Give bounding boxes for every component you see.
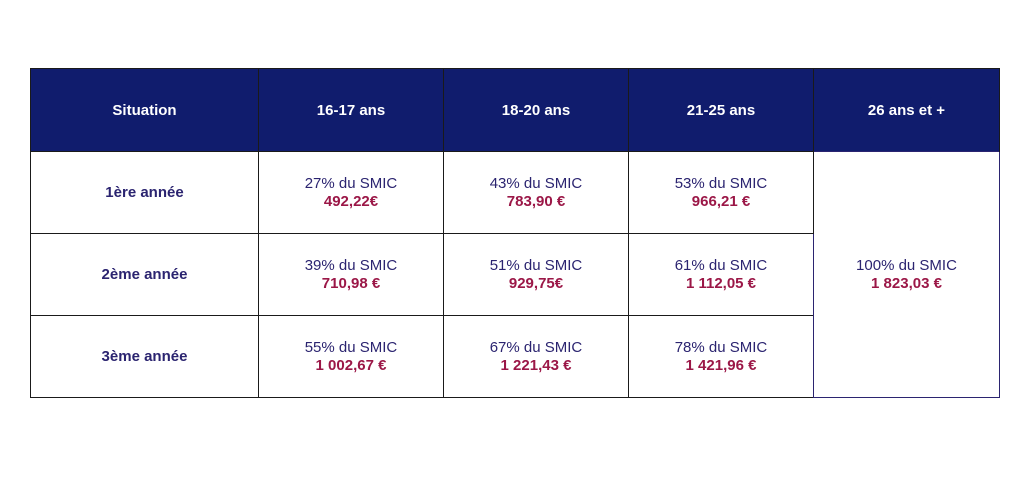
table-row: 2ème année 39% du SMIC 710,98 €51% du SMIC… [30, 233, 1000, 316]
rate: 55% du SMIC [304, 338, 398, 356]
amount: 929,75€ [508, 274, 564, 292]
amount: 1 221,43 € [500, 356, 572, 374]
cell: 78% du SMIC 1 421,96 € [628, 315, 814, 398]
rate: 67% du SMIC [489, 338, 583, 356]
rate: 61% du SMIC [674, 256, 768, 274]
table-body: 1ère année 27% du SMIC 492,22€ 43% du SMIC 7… [30, 151, 1000, 398]
amount: 966,21 € [691, 192, 751, 210]
rate: 39% du SMIC [304, 256, 398, 274]
cell: 27% du SMIC 492,22€ [258, 151, 444, 234]
column-header: 21-25 ans [628, 68, 814, 152]
rate: 51% du SMIC [489, 256, 583, 274]
amount: 783,90 € [506, 192, 566, 210]
amount: 1 421,96 € [685, 356, 757, 374]
cell: 43% du SMIC 783,90 € [443, 151, 629, 234]
column-header: 26 ans et + [813, 68, 1000, 152]
rate: 78% du SMIC [674, 338, 768, 356]
amount: 492,22€ [323, 192, 379, 210]
row-label: 3ème année [30, 315, 259, 398]
row-label: 2ème année [30, 233, 259, 316]
amount: 710,98 € [321, 274, 381, 292]
header-row: Situation 16-17 ans 18-20 ans 21-25 ans 26 a… [30, 68, 1000, 152]
amount: 1 112,05 € [685, 274, 757, 292]
cell: 55% du SMIC 1 002,67 € [258, 315, 444, 398]
row-label: 1ère année [30, 151, 259, 234]
rate: 27% du SMIC [304, 174, 398, 192]
amount: 1 002,67 € [315, 356, 387, 374]
rate: 100% du SMIC [856, 256, 957, 274]
column-header: 16-17 ans [258, 68, 444, 152]
rate: 43% du SMIC [489, 174, 583, 192]
column-header: Situation [30, 68, 259, 152]
cell: 53% du SMIC 966,21 € [628, 151, 814, 234]
table-row: 3ème année 55% du SMIC 1 002,67 €67% du SM… [30, 315, 1000, 398]
amount: 1 823,03 € [871, 274, 942, 292]
table-row: 1ère année 27% du SMIC 492,22€ 43% du SMIC 7… [30, 151, 1000, 398]
merged-cell: 100% du SMIC 1 823,03 € [813, 151, 1000, 398]
salary-table: Situation 16-17 ans 18-20 ans 21-25 ans 26 a… [30, 68, 1000, 398]
cell: 67% du SMIC 1 221,43 € [443, 315, 629, 398]
cell: 39% du SMIC 710,98 € [258, 233, 444, 316]
cell: 61% du SMIC 1 112,05 € [628, 233, 814, 316]
rate: 53% du SMIC [674, 174, 768, 192]
column-header: 18-20 ans [443, 68, 629, 152]
cell: 51% du SMIC 929,75€ [443, 233, 629, 316]
